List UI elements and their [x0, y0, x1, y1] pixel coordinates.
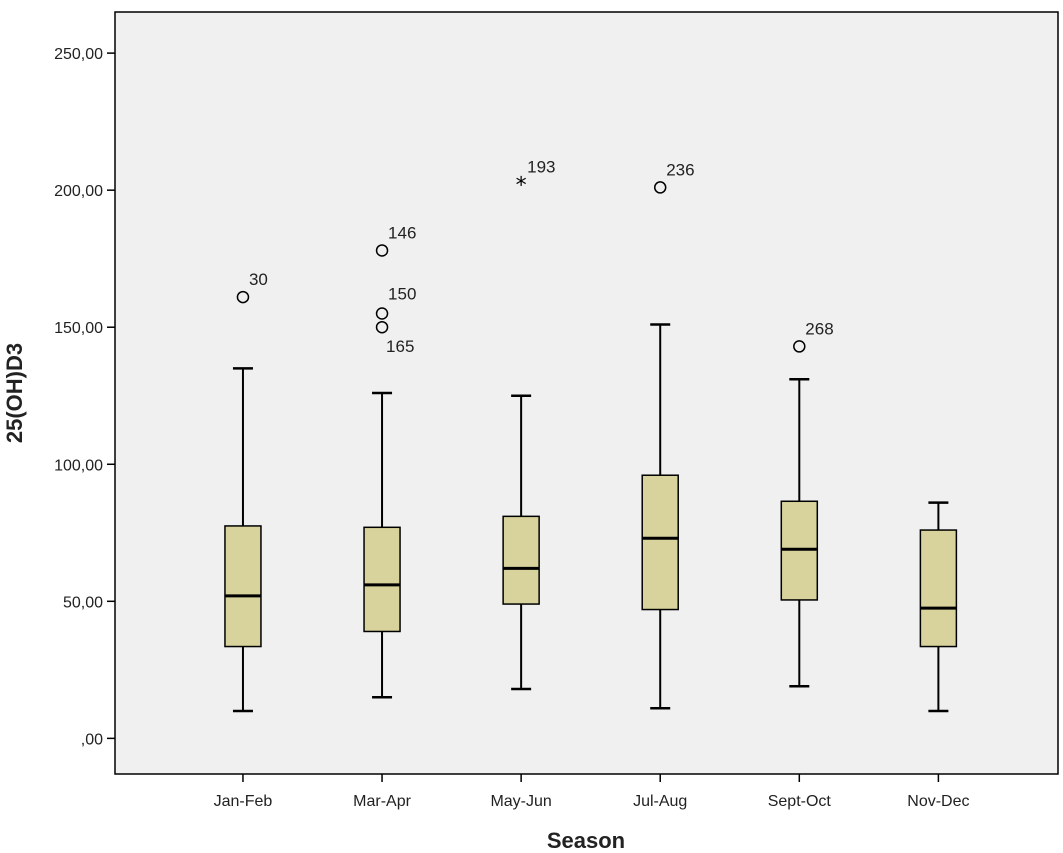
- boxes-group: 30 146 150 165 *193 236 268: [224, 158, 958, 713]
- outlier-point: [653, 181, 667, 194]
- outlier-label: 30: [249, 270, 268, 289]
- x-tick-label: Jan-Feb: [214, 793, 273, 810]
- x-tick-label: Nov-Dec: [907, 793, 969, 810]
- x-tick-label: Mar-Apr: [353, 793, 411, 810]
- box-iqr: [641, 474, 679, 611]
- box-iqr: [502, 515, 540, 605]
- outlier-point: [793, 340, 806, 353]
- box-mar-apr: 146 150 165: [363, 223, 416, 699]
- box-sept-oct: 268: [780, 319, 834, 688]
- outlier-star: *: [516, 174, 527, 199]
- outlier-point: [236, 290, 250, 304]
- outlier-point: [375, 244, 389, 257]
- y-tick-label: 250,00: [54, 46, 103, 63]
- outlier-label: 150: [388, 285, 416, 304]
- box-nov-dec: [919, 501, 958, 713]
- box-jul-aug: 236: [641, 160, 695, 710]
- outlier-point: [375, 320, 389, 334]
- x-tick-label: Sept-Oct: [768, 793, 832, 810]
- outlier-point: [375, 307, 389, 320]
- y-axis-title: 25(OH)D3: [2, 343, 27, 443]
- box-iqr: [363, 526, 401, 633]
- x-axis: Jan-Feb Mar-Apr May-Jun Jul-Aug Sept-Oct Nov-…: [214, 774, 970, 810]
- box-iqr: [919, 529, 958, 648]
- x-tick-label: May-Jun: [490, 793, 551, 810]
- outlier-label: 165: [386, 337, 414, 356]
- y-axis: ,00 50,00 100,00 150,00 200,00 250,00: [54, 46, 115, 748]
- box-jan-feb: 30: [224, 270, 268, 713]
- y-tick-label: 50,00: [63, 594, 103, 611]
- box-iqr: [224, 525, 262, 648]
- box-may-jun: *193: [502, 158, 556, 691]
- y-tick-label: 150,00: [54, 320, 103, 337]
- y-tick-label: 200,00: [54, 183, 103, 200]
- x-axis-title: Season: [547, 828, 625, 853]
- outlier-label: 193: [527, 158, 555, 177]
- outlier-label: 236: [666, 160, 694, 179]
- plot-area: [114, 11, 1059, 775]
- outlier-label: 146: [388, 223, 416, 242]
- outlier-label: 268: [805, 319, 833, 338]
- y-tick-label: 100,00: [54, 457, 103, 474]
- x-tick-label: Jul-Aug: [633, 793, 687, 810]
- y-tick-label: ,00: [81, 731, 103, 748]
